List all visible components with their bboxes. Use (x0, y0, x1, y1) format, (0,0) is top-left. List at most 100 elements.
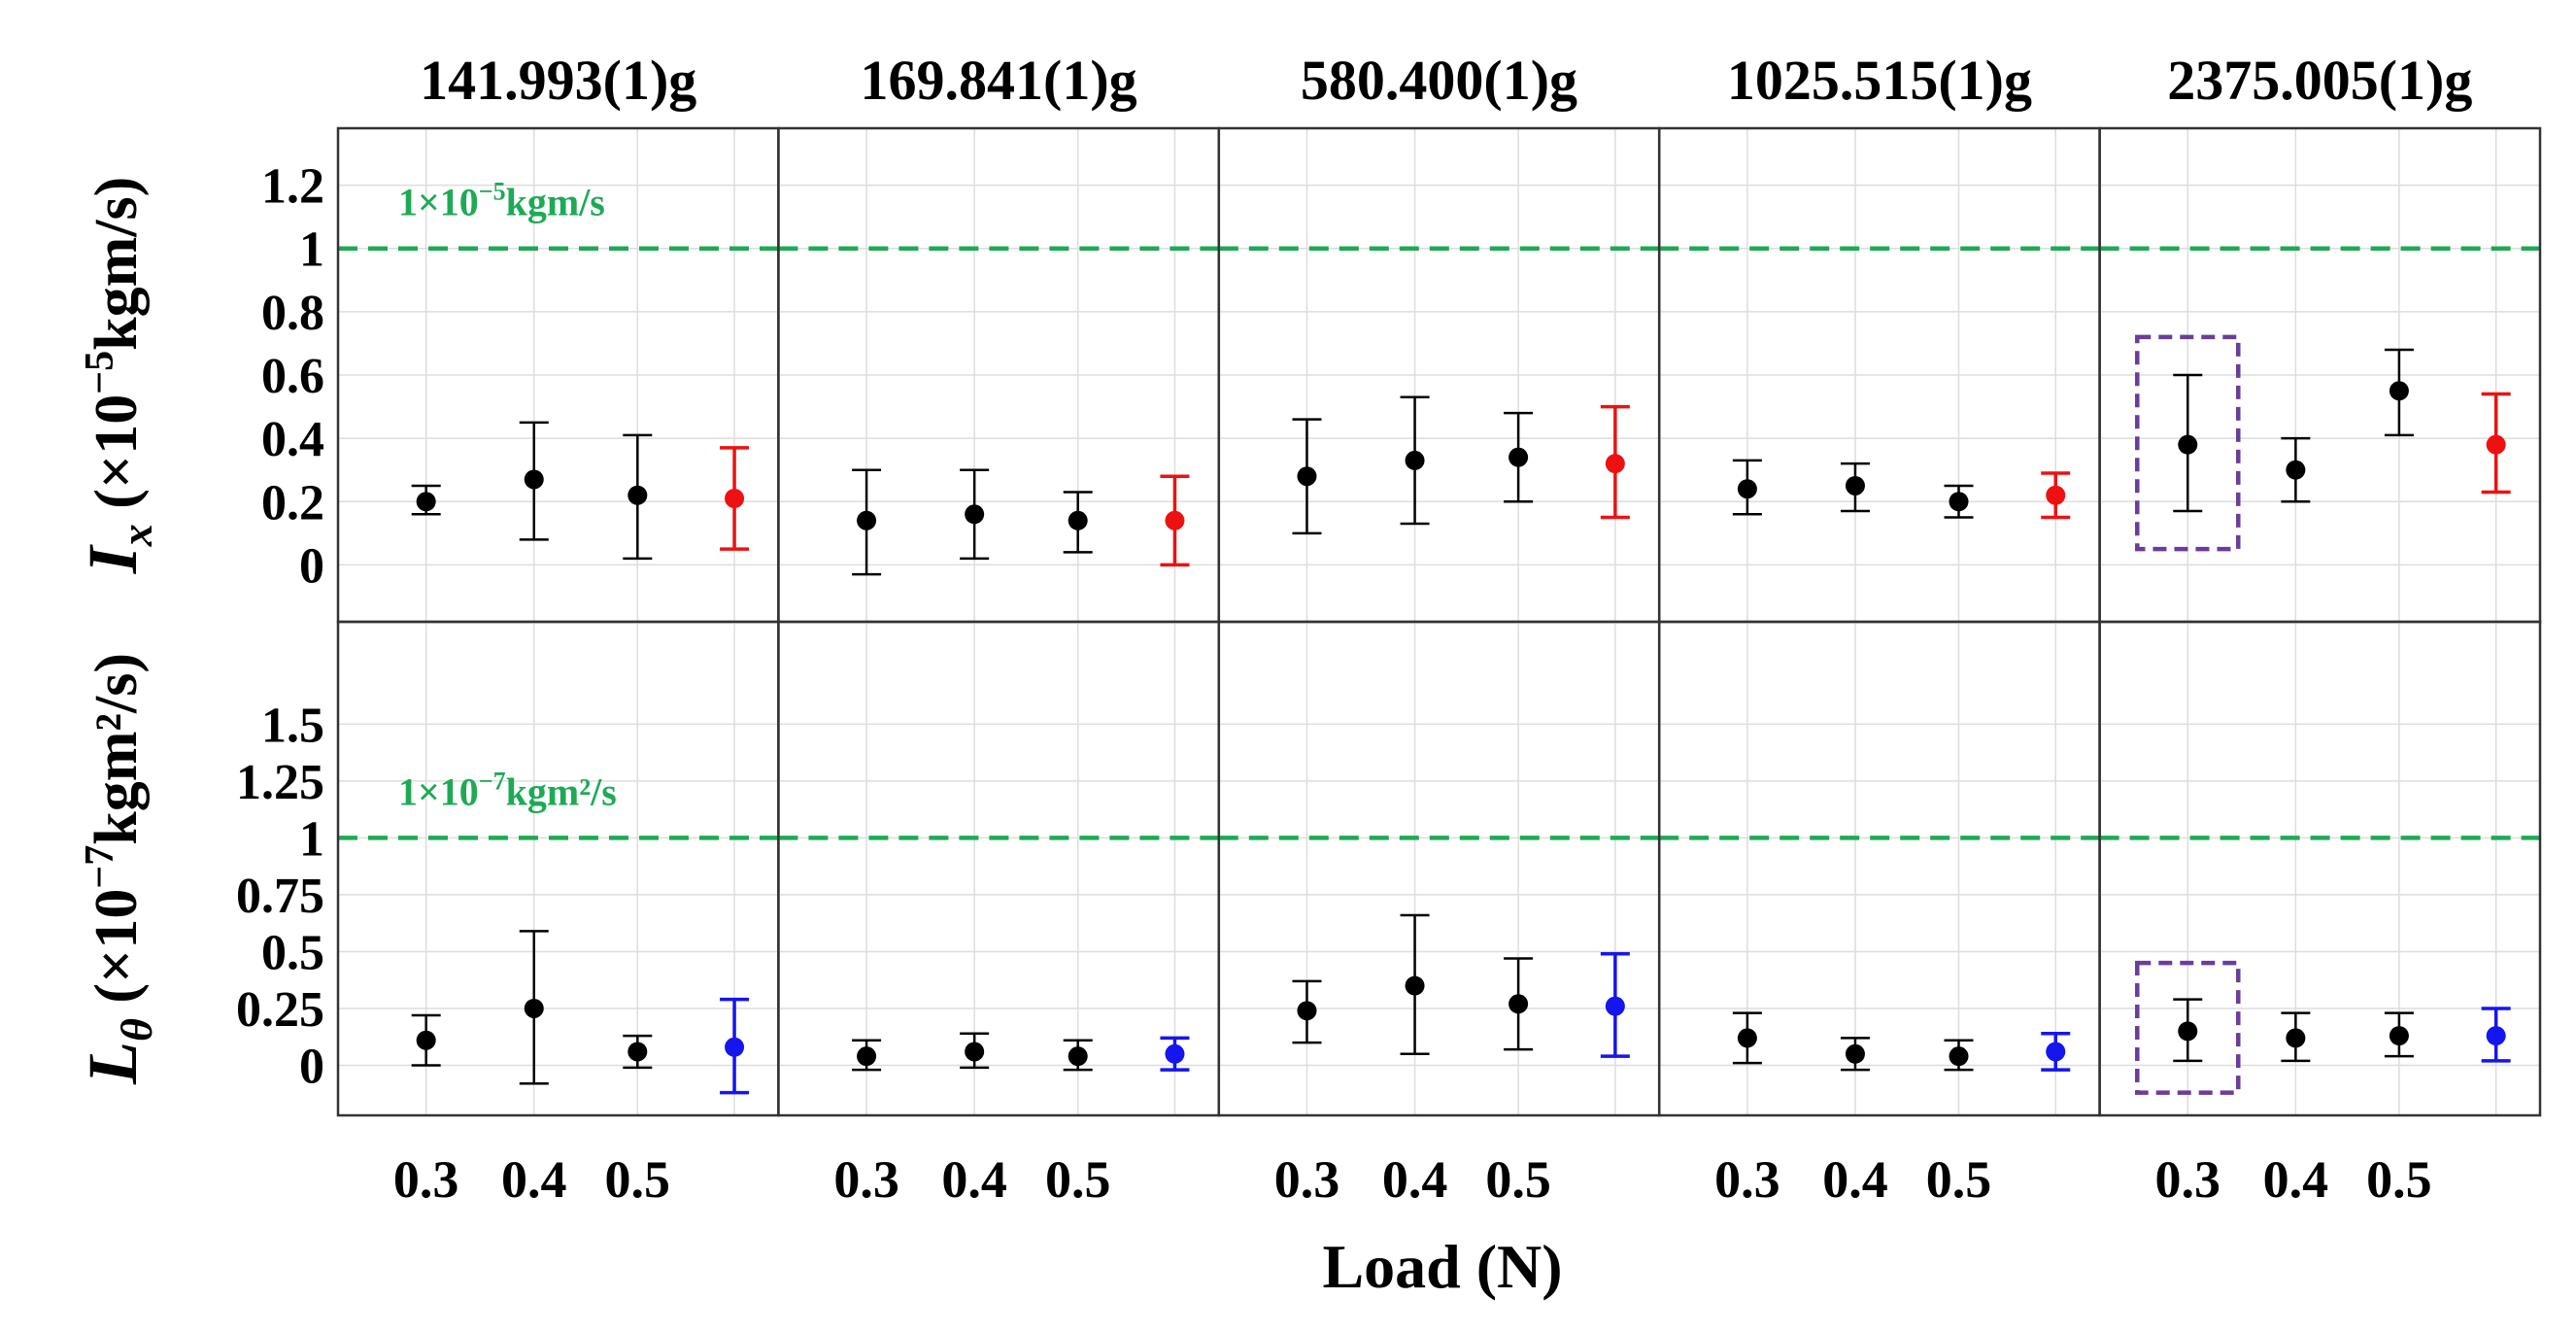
x-tick-label-0.5: 0.5 (1485, 1150, 1551, 1209)
y-label-unit-exponent: −7 (78, 845, 122, 889)
data-point-0.5 (1508, 994, 1529, 1014)
y-tick-label: 0.6 (261, 349, 324, 404)
y-tick-label: 0 (299, 1039, 324, 1094)
data-point-0.4 (1845, 1043, 1865, 1064)
y-tick-label: 1.2 (261, 159, 324, 215)
mean-point (1165, 1043, 1185, 1064)
panel-title-5: 2375.005(1)g (2167, 49, 2472, 112)
y-tick-label: 1 (299, 222, 324, 278)
y-label-unit-rest: kgm²/s) (84, 653, 150, 845)
y-label-symbol: L (74, 1042, 152, 1085)
threshold-label: 1×10−7kgm²/s (398, 767, 617, 813)
data-point-0.3 (857, 1046, 877, 1067)
mean-point (1165, 510, 1185, 530)
y-label-unit-exponent: −5 (78, 351, 122, 394)
threshold-label-base: 1×10 (398, 181, 479, 224)
panel-title-3: 580.400(1)g (1301, 49, 1577, 112)
data-point-0.3 (1737, 1028, 1757, 1048)
data-point-0.3 (1737, 479, 1757, 499)
y-tick-label: 0.4 (261, 412, 324, 467)
data-point-0.3 (2178, 1021, 2198, 1042)
mean-point (2046, 1042, 2066, 1062)
panel-1-1: 1×10−5kgm/s 141.993(1)g (336, 49, 780, 624)
data-point-0.3 (2178, 434, 2198, 455)
data-point-0.3 (416, 492, 436, 512)
data-point-0.3 (1297, 466, 1317, 487)
data-point-0.5 (1068, 510, 1088, 530)
x-tick-label-0.5: 0.5 (605, 1150, 671, 1209)
y-axis-label-impulse: Ix (×10−5kgm/s) (74, 177, 161, 575)
y-label-unit-base: (×10 (84, 394, 150, 524)
threshold-label: 1×10−5kgm/s (398, 178, 605, 224)
panel-1-2: 169.841(1)g (777, 49, 1221, 624)
data-point-0.4 (524, 998, 544, 1018)
x-tick-label-0.3: 0.3 (833, 1150, 899, 1209)
data-point-0.4 (1405, 975, 1425, 996)
data-point-0.5 (2389, 1026, 2409, 1046)
mean-point (2046, 485, 2066, 505)
x-tick-label-0.3: 0.3 (393, 1150, 459, 1209)
data-point-0.3 (857, 510, 877, 530)
data-point-0.5 (2389, 381, 2409, 401)
panel-frame (2098, 620, 2542, 1117)
y-tick-label: 0.75 (236, 869, 324, 924)
y-tick-label: 0 (299, 538, 324, 594)
data-point-0.4 (965, 504, 985, 525)
y-tick-label: 1 (299, 811, 324, 867)
y-label-subscript: θ (112, 1018, 161, 1042)
data-point-0.5 (1508, 447, 1529, 467)
panel-2-4: 0.3 0.4 0.5 (1657, 620, 2101, 1209)
x-tick-label-0.5: 0.5 (1045, 1150, 1111, 1209)
panel-1-5: 2375.005(1)g (2098, 49, 2542, 624)
threshold-label-exponent: −7 (479, 767, 506, 795)
panel-2-1: 1×10−7kgm²/s 0.3 0.4 0.5 (336, 620, 780, 1209)
threshold-label-base: 1×10 (398, 769, 479, 813)
mean-point (725, 1037, 745, 1057)
x-tick-label-0.4: 0.4 (941, 1150, 1007, 1209)
data-point-0.3 (416, 1030, 436, 1050)
data-point-0.5 (627, 485, 648, 505)
x-tick-label-0.3: 0.3 (2155, 1150, 2221, 1209)
data-point-0.4 (2286, 460, 2306, 480)
panel-title-2: 169.841(1)g (861, 49, 1137, 112)
data-point-0.4 (965, 1042, 985, 1062)
data-point-0.5 (1949, 492, 1969, 512)
data-point-0.4 (524, 469, 544, 490)
x-tick-label-0.3: 0.3 (1274, 1150, 1340, 1209)
x-tick-label-0.4: 0.4 (1822, 1150, 1888, 1209)
data-point-0.4 (1845, 475, 1865, 496)
y-label-subscript: x (112, 524, 161, 547)
y-tick-label: 0.2 (261, 475, 324, 530)
panel-1-4: 1025.515(1)g (1657, 49, 2101, 624)
x-tick-label-0.4: 0.4 (1382, 1150, 1448, 1209)
data-point-0.4 (1405, 450, 1425, 470)
y-tick-label: 0.8 (261, 286, 324, 341)
x-tick-label-0.5: 0.5 (1926, 1150, 1992, 1209)
data-point-0.5 (1949, 1046, 1969, 1067)
x-tick-label-0.4: 0.4 (501, 1150, 567, 1209)
y-tick-label: 1.5 (261, 698, 324, 753)
x-tick-label-0.3: 0.3 (1714, 1150, 1780, 1209)
mean-point (1605, 454, 1625, 474)
data-point-0.5 (1068, 1046, 1088, 1067)
data-point-0.5 (627, 1042, 648, 1062)
panel-2-5: 0.3 0.4 0.5 (2098, 620, 2542, 1209)
threshold-label-unit: kgm²/s (506, 769, 617, 813)
data-point-0.4 (2286, 1028, 2306, 1048)
y-axis-label-angular-momentum: Lθ (×10−7kgm²/s) (74, 653, 161, 1085)
highlight-box (2135, 334, 2241, 552)
panel-2-2: 0.3 0.4 0.5 (777, 620, 1221, 1209)
panel-1-3: 580.400(1)g (1217, 49, 1661, 624)
data-point-0.3 (1297, 1001, 1317, 1021)
y-tick-label: 0.25 (236, 982, 324, 1038)
x-axis-label: Load (N) (1322, 1232, 1562, 1301)
mean-point (1605, 996, 1625, 1016)
x-tick-label-0.5: 0.5 (2366, 1150, 2432, 1209)
panel-title-4: 1025.515(1)g (1727, 49, 2032, 112)
y-tick-label: 0.5 (261, 925, 324, 980)
mean-point (2486, 1026, 2506, 1046)
y-label-unit-base: (×10 (84, 889, 150, 1018)
